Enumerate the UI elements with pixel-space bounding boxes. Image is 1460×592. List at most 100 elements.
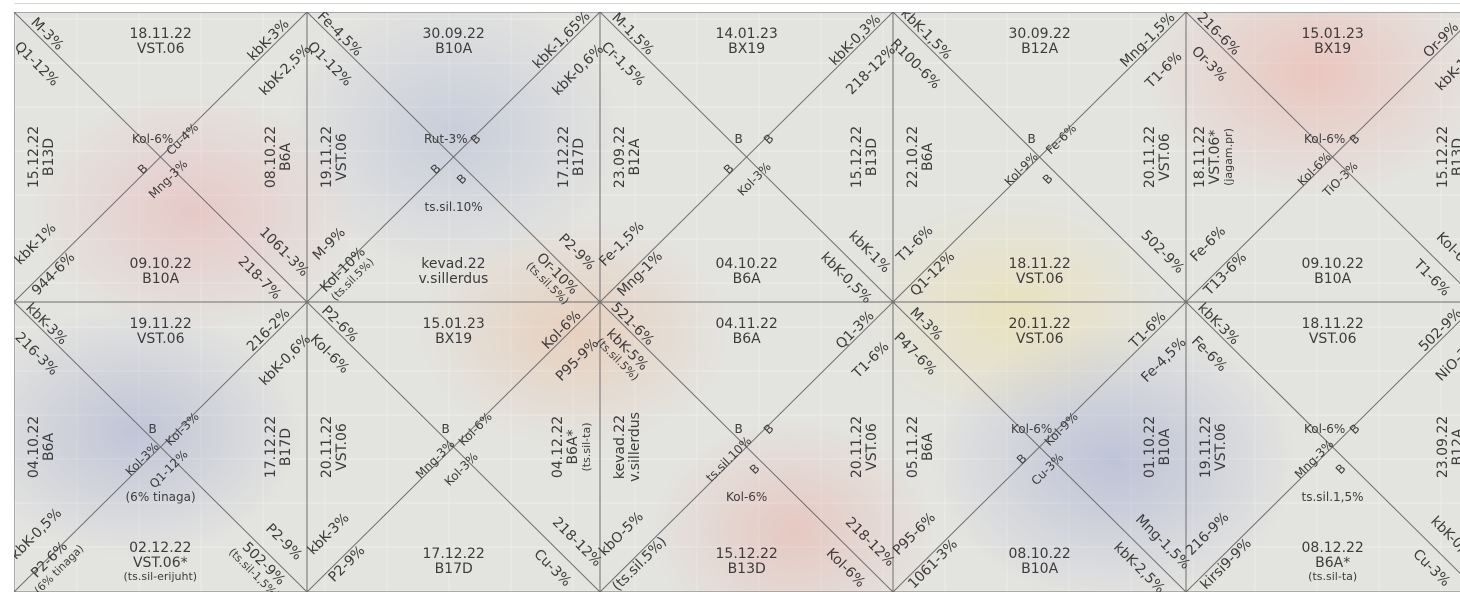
top-triangle-label-line: B6A: [732, 331, 761, 347]
right-triangle-label: 04.12.22 B6A* (ts.sil-ta): [550, 416, 593, 478]
left-triangle-label: 22.10.22 B6A: [905, 125, 937, 189]
left-triangle-label: kevad.22 v.sillerdus: [612, 412, 643, 482]
right-triangle-label-line: 08.10.22: [263, 125, 280, 189]
right-triangle-label: 20.11.22 VST.06: [849, 415, 881, 479]
top-triangle-label: 30.09.22 B10A: [423, 27, 485, 57]
center-tag: B: [1027, 131, 1036, 146]
tile-diagonal: [306, 12, 601, 303]
center-tag-text: B: [441, 421, 450, 436]
right-triangle-label-line: 20.11.22: [1142, 125, 1159, 189]
center-tag: ts.sil.1,5%: [1301, 489, 1364, 504]
center-tag: Kol-6%: [1304, 422, 1345, 436]
bottom-triangle-label-line: B17D: [434, 561, 473, 577]
right-triangle-label-line: 17.12.22: [556, 125, 573, 189]
bottom-triangle-label-line: 08.10.22: [1008, 546, 1071, 562]
bottom-triangle-label: 17.12.22 B17D: [423, 547, 485, 577]
left-triangle-label-line: B12A: [627, 138, 644, 176]
bottom-triangle-label-line: kevad.22: [421, 256, 486, 272]
bottom-triangle-label-line: 15.12.22: [715, 546, 778, 562]
bottom-triangle-label-line: B13D: [727, 561, 766, 577]
left-triangle-label: 19.11.22 VST.06: [1198, 416, 1229, 478]
right-triangle-label-line: VST.06: [1157, 133, 1174, 181]
top-triangle-label-line: 19.11.22: [129, 316, 192, 332]
left-triangle-label-line: 15.12.22: [26, 125, 43, 189]
left-triangle-label: 18.11.22 VST.06* (jagam.pr): [1192, 125, 1235, 189]
tile-diagonal: [892, 12, 1187, 303]
tile-diagonal: [14, 12, 308, 303]
center-tag: Rut-3%: [424, 132, 467, 146]
bottom-triangle-label: 15.12.22 B13D: [716, 547, 778, 577]
top-triangle-label-line: 18.11.22: [129, 26, 192, 42]
bottom-triangle-label-line: B6A: [732, 271, 761, 287]
top-triangle-label: 30.09.22 B12A: [1009, 27, 1071, 57]
bottom-triangle-label-line: VST.06*: [132, 555, 188, 571]
left-triangle-label-line: 20.11.22: [319, 415, 336, 479]
center-tag-text: Kol-6%: [1304, 131, 1346, 146]
right-triangle-label-line: 15.12.22: [849, 125, 866, 189]
right-triangle-label-line: 15.12.22: [1435, 125, 1452, 189]
left-triangle-label-line: VST.06: [334, 133, 351, 181]
bottom-triangle-label-line: VST.06: [1015, 271, 1064, 287]
right-triangle-label-line: B6A: [278, 142, 295, 172]
right-triangle-label-line: B17D: [571, 137, 588, 177]
top-triangle-label-line: VST.06: [136, 41, 185, 57]
bottom-triangle-label-line: 17.12.22: [422, 546, 485, 562]
right-triangle-label: 23.09.22 B12A: [1435, 415, 1460, 479]
left-triangle-label-line: 22.10.22: [905, 125, 922, 189]
bottom-triangle-label: 09.10.22 B10A: [1302, 257, 1364, 287]
left-triangle-label-line: 23.09.22: [612, 125, 629, 189]
right-triangle-label-line: B6A*: [565, 429, 582, 465]
left-triangle-label-line: B6A: [920, 142, 937, 172]
bottom-triangle-label-line: (ts.sil-ta): [1308, 570, 1358, 583]
left-triangle-label-line: 18.11.22: [1192, 125, 1209, 189]
top-triangle-label-line: 20.11.22: [1008, 316, 1071, 332]
center-tag: Kol-6%: [132, 131, 174, 146]
tile-diagonal: [892, 301, 1187, 592]
bottom-triangle-label-line: (ts.sil-erijuht): [123, 570, 198, 583]
center-tag: B: [441, 421, 450, 436]
top-triangle-label: 19.11.22 VST.06: [130, 317, 192, 347]
right-triangle-label-line: B13D: [1450, 137, 1460, 177]
center-tag: Kol-6%: [1304, 131, 1346, 146]
bottom-triangle-label-line: B10A: [1314, 271, 1352, 287]
left-triangle-label: 20.11.22 VST.06: [319, 415, 351, 479]
center-tag-text: (6% tinaga): [125, 489, 196, 504]
bottom-triangle-label-line: 09.10.22: [1301, 256, 1364, 272]
top-triangle-label-line: BX19: [728, 41, 766, 57]
top-triangle-label: 20.11.22 VST.06: [1009, 317, 1071, 347]
tile-diagonal: [599, 301, 894, 592]
right-triangle-label-line: 17.12.22: [263, 415, 280, 479]
center-tag-text: B: [734, 421, 743, 436]
center-tag-text: B: [734, 131, 743, 146]
right-triangle-label-line: B13D: [864, 137, 881, 177]
tile-diagonal: [1185, 30, 1460, 303]
left-triangle-label-line: B6A: [41, 432, 58, 462]
tile-grid-lines: [14, 12, 1460, 592]
left-triangle-label-line: 05.11.22: [905, 415, 922, 479]
bottom-triangle-label: 04.10.22 B6A: [716, 257, 778, 287]
bottom-triangle-label-line: 08.12.22: [1301, 540, 1364, 556]
center-tag-text: Kol-6%: [132, 131, 174, 146]
top-triangle-label-line: 15.01.23: [1301, 26, 1364, 42]
top-triangle-label: 14.01.23 BX19: [716, 27, 778, 57]
center-tag-text: Kol-6%: [726, 489, 768, 504]
tile-diagonal: [306, 301, 601, 592]
center-tag: B: [734, 421, 743, 436]
bottom-triangle-label-line: B10A: [1021, 561, 1059, 577]
right-triangle-label-line: 23.09.22: [1435, 415, 1452, 479]
center-tag: B: [734, 131, 743, 146]
center-tag-text: B: [1027, 131, 1036, 146]
left-triangle-label: 15.12.22 B13D: [26, 125, 57, 189]
left-triangle-label-line: 19.11.22: [319, 125, 336, 189]
bottom-triangle-label: 02.12.22 VST.06* (ts.sil-erijuht): [124, 541, 198, 583]
right-triangle-label: 17.12.22 B17D: [263, 415, 294, 479]
top-triangle-label-line: B10A: [435, 41, 473, 57]
top-triangle-label: 18.11.22 VST.06: [130, 27, 192, 57]
left-triangle-label-line: VST.06: [334, 423, 351, 471]
center-tag-text: ts.sil.1,5%: [1301, 489, 1364, 504]
right-triangle-label-line: B12A: [1450, 428, 1460, 466]
right-triangle-label-line: 20.11.22: [849, 415, 866, 479]
left-triangle-label-line: B6A: [920, 432, 937, 462]
right-triangle-label-line: VST.06: [864, 423, 881, 471]
top-triangle-label: 15.01.23 BX19: [423, 317, 485, 347]
